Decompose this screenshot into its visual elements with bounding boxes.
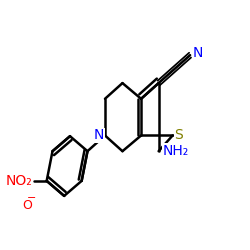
Text: N: N — [94, 128, 104, 142]
Text: NH₂: NH₂ — [163, 144, 189, 158]
Text: S: S — [174, 128, 183, 142]
Text: NO₂: NO₂ — [6, 174, 33, 188]
Text: O: O — [22, 199, 32, 212]
Text: N: N — [192, 46, 203, 60]
Text: −: − — [27, 193, 37, 203]
